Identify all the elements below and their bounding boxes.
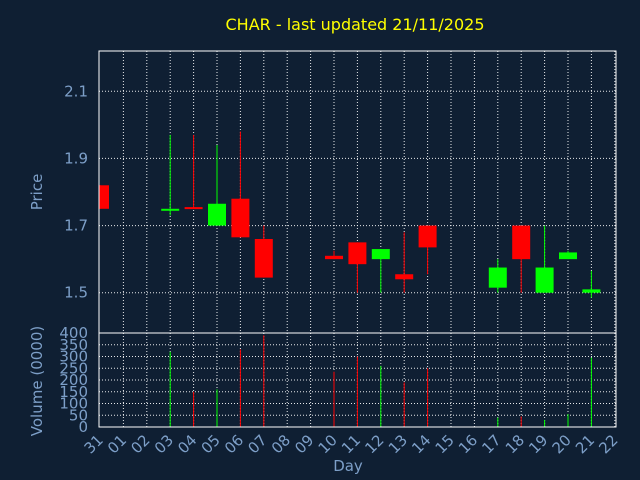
price-tick-label: 2.1 — [64, 82, 88, 100]
x-tick-label: 11 — [338, 431, 364, 457]
candle-body — [184, 207, 203, 210]
price-panel: 1.5 1.7 1.9 2.1 — [64, 50, 617, 334]
x-tick-label: 02 — [127, 431, 153, 457]
x-tick-label: 10 — [315, 431, 341, 457]
x-tick-label: 08 — [268, 431, 294, 457]
candle-body — [371, 249, 390, 260]
volume-tick-label: 350 — [59, 336, 88, 354]
x-tick-label: 09 — [291, 431, 317, 457]
candle-body — [231, 198, 250, 238]
candle-body — [208, 203, 226, 226]
candle-body — [254, 239, 273, 278]
candle-body — [535, 267, 554, 293]
x-tick-label: 18 — [502, 431, 528, 457]
x-tick-label: 12 — [361, 431, 387, 457]
x-tick-label: 15 — [432, 431, 458, 457]
x-tick-label: 17 — [478, 431, 504, 457]
volume-tick-label: 400 — [59, 324, 88, 342]
volume-tick-label: 250 — [59, 359, 88, 377]
x-tick-label: 07 — [244, 431, 270, 457]
x-tick-label: 20 — [549, 431, 575, 457]
volume-tick-label: 200 — [59, 371, 88, 389]
volume-tick-label: 100 — [59, 395, 88, 413]
price-tick-label: 1.5 — [64, 284, 88, 302]
price-tick-label: 1.7 — [64, 217, 88, 235]
candle-body — [559, 252, 577, 260]
x-tick-label: 19 — [525, 431, 551, 457]
chart-title: CHAR - last updated 21/11/2025 — [226, 15, 485, 34]
candle-body — [99, 185, 109, 209]
x-tick-label: 06 — [221, 431, 247, 457]
volume-tick-label: 50 — [69, 406, 88, 424]
volume-tick-label: 0 — [78, 418, 88, 436]
volume-plot-frame — [98, 332, 617, 428]
x-tick-label: 16 — [455, 431, 481, 457]
volume-axis-label: Volume (0000) — [28, 326, 46, 436]
x-tick-label: 05 — [198, 431, 224, 457]
candle-body — [325, 255, 343, 260]
x-tick-label: 01 — [104, 431, 130, 457]
candle-body — [512, 225, 531, 260]
volume-tick-label: 300 — [59, 348, 88, 366]
price-axis-label: Price — [28, 174, 46, 211]
candle-body — [348, 242, 367, 265]
x-tick-label: 22 — [595, 431, 621, 457]
price-tick-label: 1.9 — [64, 149, 88, 167]
volume-tick-label: 150 — [59, 383, 88, 401]
candle-body — [161, 208, 180, 211]
x-tick-label: 03 — [151, 431, 177, 457]
candle-body — [582, 289, 601, 293]
candle-body — [418, 225, 437, 248]
x-tick-label: 04 — [174, 431, 200, 457]
candle-body — [488, 267, 507, 288]
x-tick-label: 21 — [572, 431, 598, 457]
x-axis-label: Day — [333, 457, 363, 475]
candle-body — [395, 274, 414, 280]
x-tick-label: 13 — [385, 431, 411, 457]
x-tick-label: 14 — [408, 431, 434, 457]
